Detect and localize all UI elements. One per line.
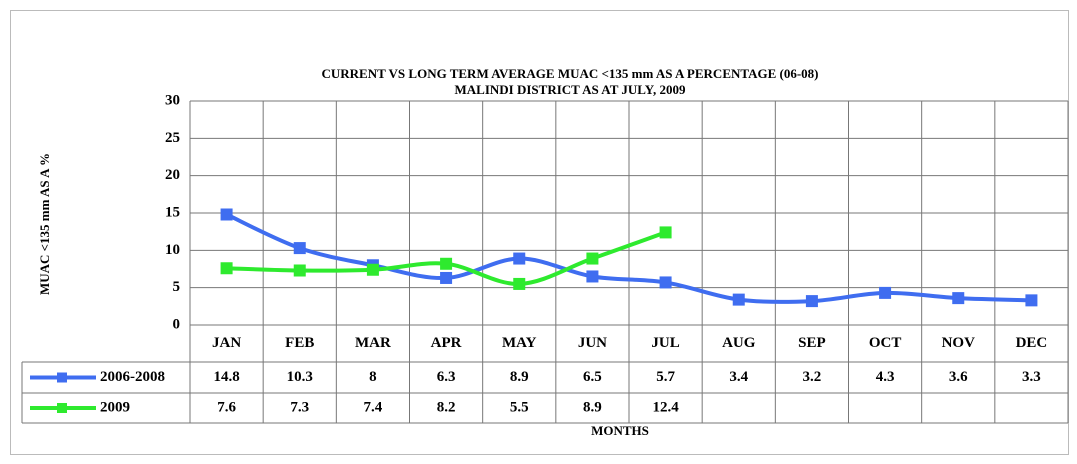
legend-marker (57, 372, 67, 383)
series-marker (366, 263, 379, 276)
series-marker (879, 286, 892, 299)
y-tick-label: 0 (173, 316, 181, 332)
series-marker (805, 295, 818, 308)
legend-label: 2006-2008 (100, 369, 165, 385)
table-value: 4.3 (876, 369, 895, 385)
x-tick-label: JUN (578, 335, 607, 351)
y-tick-label: 25 (165, 130, 180, 146)
legend-label: 2009 (100, 399, 130, 415)
table-value: 7.4 (364, 399, 383, 415)
table-value: 3.2 (803, 369, 822, 385)
series-line (225, 212, 1032, 304)
series-marker (1025, 294, 1038, 307)
x-tick-label: AUG (722, 335, 756, 351)
chart-subtitle: MALINDI DISTRICT AS AT JULY, 2009 (455, 82, 686, 97)
table-value: 6.5 (583, 369, 602, 385)
table-value: 10.3 (287, 369, 313, 385)
series-marker (732, 293, 745, 306)
x-tick-label: DEC (1016, 335, 1048, 351)
x-tick-label: NOV (942, 335, 976, 351)
series-marker (952, 292, 965, 305)
table-value: 14.8 (213, 369, 239, 385)
table-value: 3.6 (949, 369, 968, 385)
table-value: 5.7 (656, 369, 675, 385)
series-marker (659, 276, 672, 289)
table-value: 7.6 (217, 399, 236, 415)
y-tick-label: 20 (165, 167, 180, 183)
x-axis-label: MONTHS (591, 423, 649, 438)
x-tick-label: MAY (502, 335, 537, 351)
table-value: 7.3 (290, 399, 309, 415)
x-tick-label: APR (431, 335, 462, 351)
x-tick-label: OCT (869, 335, 902, 351)
x-tick-label: JUL (651, 335, 679, 351)
table-value: 12.4 (652, 399, 679, 415)
table-value: 6.3 (437, 369, 456, 385)
table-value: 3.4 (729, 369, 748, 385)
series-marker (659, 226, 672, 239)
y-tick-label: 10 (165, 242, 180, 258)
series-marker (586, 270, 599, 283)
series-marker (293, 264, 306, 277)
series-marker (220, 262, 233, 275)
x-tick-label: MAR (355, 335, 391, 351)
table-value: 5.5 (510, 399, 529, 415)
x-tick-label: SEP (798, 335, 826, 351)
legend-marker (57, 403, 67, 413)
y-tick-label: 5 (173, 279, 181, 295)
table-value: 8.2 (437, 399, 456, 415)
series-marker (586, 252, 599, 265)
series-marker (293, 242, 306, 255)
series-marker (440, 271, 453, 284)
table-value: 3.3 (1022, 369, 1041, 385)
chart-title: CURRENT VS LONG TERM AVERAGE MUAC <135 m… (321, 66, 818, 81)
x-tick-label: JAN (212, 335, 241, 351)
series-marker (513, 252, 526, 265)
table-value: 8.9 (583, 399, 602, 415)
chart-border (10, 10, 1069, 455)
series-marker (513, 277, 526, 290)
x-tick-label: FEB (285, 335, 314, 351)
table-value: 8.9 (510, 369, 529, 385)
table-value: 8 (369, 369, 377, 385)
y-tick-label: 30 (165, 92, 180, 108)
y-tick-label: 15 (165, 204, 180, 220)
series-marker (220, 208, 233, 221)
y-axis-label: MUAC <135 mm AS A % (37, 153, 52, 295)
series-marker (440, 257, 453, 270)
